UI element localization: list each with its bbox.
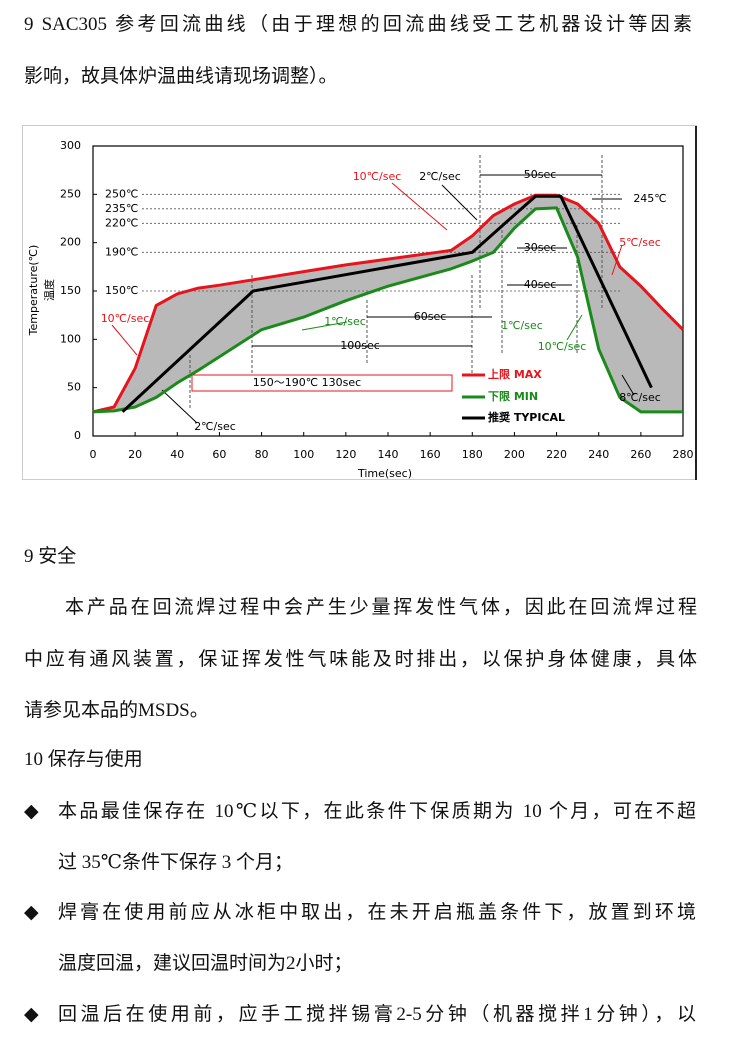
reference-label: 220℃ [105, 216, 138, 229]
y-tick-label: 250 [60, 187, 81, 200]
x-tick-label: 100 [293, 448, 314, 461]
reference-label: 150℃ [105, 284, 138, 297]
legend-label: 推奨 TYPICAL [488, 410, 565, 424]
annotation: 30sec [524, 241, 557, 254]
legend-label: 上限 MAX [488, 367, 542, 381]
annotation: 2℃/sec [419, 170, 461, 183]
annotation: 2℃/sec [194, 420, 236, 433]
annotation-arrow [111, 324, 138, 356]
hollow-arrow [191, 374, 453, 392]
annotation: 10℃/sec [538, 340, 587, 353]
annotation: 10℃/sec [353, 170, 402, 183]
annotation-arrow [566, 314, 583, 341]
x-tick-label: 20 [128, 448, 142, 461]
bullet-icon: ◆ [24, 801, 39, 822]
annotation: 60sec [414, 310, 447, 323]
annotation: 1℃/sec [501, 319, 543, 332]
heading-line: 影响，故具体炉温曲线请现场调整）。 [24, 66, 338, 87]
x-tick-label: 200 [504, 448, 525, 461]
y-axis-title: Temperature(℃) [27, 245, 40, 337]
bullet-line: 回温后在使用前，应手工搅拌锡膏2-5分钟（机器搅拌1分钟），以 [58, 1004, 696, 1025]
x-tick-label: 220 [546, 448, 567, 461]
x-tick-label: 260 [630, 448, 651, 461]
x-tick-label: 160 [420, 448, 441, 461]
annotation-arrow [441, 184, 478, 221]
paragraph-line: 本产品在回流焊过程中会产生少量挥发性气体，因此在回流焊过程 [65, 597, 697, 618]
x-axis-title: Time(sec) [357, 467, 412, 480]
annotation: 10℃/sec [101, 312, 150, 325]
y-axis-title-cn: 温度 [42, 279, 56, 301]
tolerance-band [93, 195, 683, 412]
x-tick-label: 120 [335, 448, 356, 461]
annotation: 150～190℃ 130sec [253, 376, 361, 389]
bullet-icon: ◆ [24, 902, 39, 923]
bullet-line: 本品最佳保存在 10℃以下，在此条件下保质期为 10 个月，可在不超 [58, 801, 696, 822]
bullet-line: 焊膏在使用前应从冰柜中取出，在未开启瓶盖条件下，放置到环境 [58, 902, 696, 923]
series-line [121, 194, 653, 413]
annotation: 1℃/sec [324, 315, 366, 328]
y-tick-label: 50 [67, 381, 81, 394]
reference-label: 250℃ [105, 187, 138, 200]
annotation: 100sec [340, 339, 380, 352]
y-tick-label: 300 [60, 139, 81, 152]
bullet-line: 过 35℃条件下保存 3 个月； [58, 852, 294, 873]
y-tick-label: 150 [60, 284, 81, 297]
annotation: 5℃/sec [619, 236, 661, 249]
annotation-arrow [161, 389, 198, 424]
heading-line: 9 SAC305 参考回流曲线（由于理想的回流曲线受工艺机器设计等因素 [24, 14, 692, 35]
reference-label: 235℃ [105, 202, 138, 215]
bullet-line: 温度回温，建议回温时间为2小时； [58, 953, 353, 974]
y-tick-label: 200 [60, 236, 81, 249]
section-title: 9 安全 [24, 546, 77, 567]
x-tick-label: 240 [588, 448, 609, 461]
x-tick-label: 0 [90, 448, 97, 461]
annotation-arrow [301, 321, 348, 331]
x-tick-label: 180 [462, 448, 483, 461]
x-tick-label: 40 [170, 448, 184, 461]
image-border [22, 125, 697, 480]
annotation: 245℃ [633, 192, 666, 205]
x-tick-label: 60 [212, 448, 226, 461]
section-title: 10 保存与使用 [24, 749, 143, 770]
x-tick-label: 80 [255, 448, 269, 461]
reference-label: 190℃ [105, 245, 138, 258]
annotation: 50sec [524, 168, 557, 181]
annotation: 8℃/sec [619, 391, 661, 404]
paragraph-line: 请参见本品的MSDS。 [24, 700, 209, 721]
legend-label: 下限 MIN [488, 389, 538, 403]
annotation-arrow [391, 182, 448, 231]
x-tick-label: 280 [673, 448, 694, 461]
y-tick-label: 100 [60, 332, 81, 345]
annotation-arrow [621, 374, 635, 396]
bullet-icon: ◆ [24, 1004, 39, 1025]
series-line [92, 193, 685, 414]
x-tick-label: 140 [378, 448, 399, 461]
series-line [92, 206, 683, 414]
y-tick-label: 0 [74, 429, 81, 442]
paragraph-line: 中应有通风装置，保证挥发性气味能及时排出，以保护身体健康，具体 [24, 649, 697, 670]
annotation: 40sec [524, 278, 557, 291]
